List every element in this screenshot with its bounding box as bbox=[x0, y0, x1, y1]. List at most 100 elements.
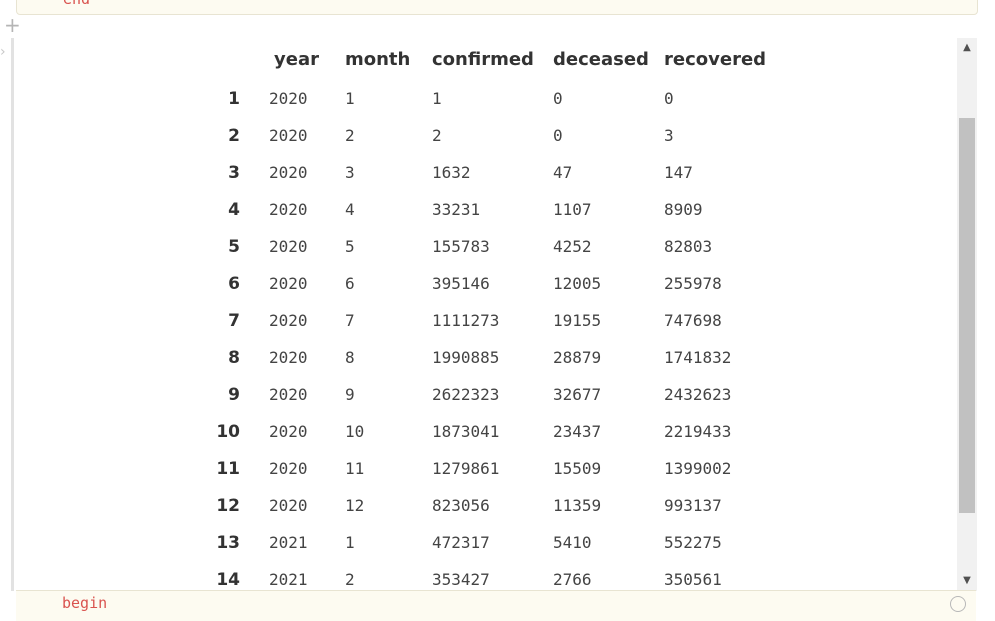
cell-confirmed: 155783 bbox=[432, 237, 490, 256]
cell-year: 2020 bbox=[269, 496, 308, 515]
cell-year: 2020 bbox=[269, 459, 308, 478]
code-text: end bbox=[63, 0, 90, 8]
row-index: 2 bbox=[228, 125, 240, 146]
cell-recovered: 0 bbox=[664, 89, 674, 108]
table-row: 9 2020 9 2622323 32677 2432623 bbox=[215, 376, 774, 413]
cell-month: 5 bbox=[345, 237, 355, 256]
cell-gutter-bar bbox=[11, 38, 14, 591]
triangle-down-icon[interactable]: ▼ bbox=[963, 575, 971, 586]
cell-year: 2021 bbox=[269, 533, 308, 552]
cell-confirmed: 2622323 bbox=[432, 385, 500, 404]
cell-deceased: 15509 bbox=[553, 459, 602, 478]
cell-deceased: 0 bbox=[553, 89, 563, 108]
cell-recovered: 8909 bbox=[664, 200, 703, 219]
cell-year: 2020 bbox=[269, 274, 308, 293]
table-row: 7 2020 7 1111273 19155 747698 bbox=[215, 302, 774, 339]
cell-year: 2020 bbox=[269, 385, 308, 404]
cell-year: 2020 bbox=[269, 163, 308, 182]
cell-deceased: 47 bbox=[553, 163, 573, 182]
table-row: 4 2020 4 33231 1107 8909 bbox=[215, 191, 774, 228]
triangle-up-icon[interactable]: ▲ bbox=[963, 42, 971, 53]
scrollbar-thumb[interactable] bbox=[959, 118, 975, 513]
cell-month: 12 bbox=[345, 496, 365, 515]
cell-recovered: 747698 bbox=[664, 311, 722, 330]
cell-deceased: 12005 bbox=[553, 274, 602, 293]
cell-recovered: 350561 bbox=[664, 570, 722, 589]
cell-month: 8 bbox=[345, 348, 355, 367]
cell-confirmed: 1 bbox=[432, 89, 442, 108]
dataframe-table: year month confirmed deceased recovered … bbox=[215, 38, 774, 591]
cell-confirmed: 823056 bbox=[432, 496, 490, 515]
cell-confirmed: 1279861 bbox=[432, 459, 500, 478]
cell-year: 2020 bbox=[269, 89, 308, 108]
cell-month: 2 bbox=[345, 570, 355, 589]
table-row: 3 2020 3 1632 47 147 bbox=[215, 154, 774, 191]
row-index: 8 bbox=[228, 347, 240, 368]
cell-recovered: 2219433 bbox=[664, 422, 732, 441]
column-header-month: month bbox=[345, 48, 411, 70]
plus-icon[interactable]: + bbox=[4, 13, 21, 37]
cell-status-icon bbox=[950, 596, 966, 612]
cell-month: 9 bbox=[345, 385, 355, 404]
cell-confirmed: 1111273 bbox=[432, 311, 500, 330]
row-index: 1 bbox=[228, 88, 240, 109]
column-header-deceased: deceased bbox=[553, 48, 649, 70]
vertical-scrollbar[interactable]: ▲ ▼ bbox=[957, 38, 977, 591]
output-area: year month confirmed deceased recovered … bbox=[17, 38, 957, 591]
cell-recovered: 552275 bbox=[664, 533, 722, 552]
cell-month: 1 bbox=[345, 89, 355, 108]
cell-recovered: 1741832 bbox=[664, 348, 732, 367]
cell-deceased: 2766 bbox=[553, 570, 592, 589]
cell-deceased: 0 bbox=[553, 126, 563, 145]
cell-month: 10 bbox=[345, 422, 365, 441]
chevron-right-icon[interactable]: › bbox=[0, 44, 6, 60]
cell-month: 2 bbox=[345, 126, 355, 145]
cell-month: 3 bbox=[345, 163, 355, 182]
cell-deceased: 5410 bbox=[553, 533, 592, 552]
next-code-cell[interactable]: begin bbox=[16, 590, 976, 621]
table-row: 5 2020 5 155783 4252 82803 bbox=[215, 228, 774, 265]
table-row: 14 2021 2 353427 2766 350561 bbox=[215, 561, 774, 591]
row-index: 7 bbox=[228, 310, 240, 331]
cell-year: 2020 bbox=[269, 311, 308, 330]
table-row: 10 2020 10 1873041 23437 2219433 bbox=[215, 413, 774, 450]
cell-recovered: 255978 bbox=[664, 274, 722, 293]
cell-confirmed: 353427 bbox=[432, 570, 490, 589]
row-index: 6 bbox=[228, 273, 240, 294]
cell-recovered: 1399002 bbox=[664, 459, 732, 478]
cell-recovered: 82803 bbox=[664, 237, 713, 256]
table-row: 13 2021 1 472317 5410 552275 bbox=[215, 524, 774, 561]
cell-month: 4 bbox=[345, 200, 355, 219]
table-row: 6 2020 6 395146 12005 255978 bbox=[215, 265, 774, 302]
cell-year: 2020 bbox=[269, 422, 308, 441]
table-row: 12 2020 12 823056 11359 993137 bbox=[215, 487, 774, 524]
row-index: 12 bbox=[216, 495, 240, 516]
cell-deceased: 11359 bbox=[553, 496, 602, 515]
row-index: 3 bbox=[228, 162, 240, 183]
cell-month: 6 bbox=[345, 274, 355, 293]
cell-deceased: 1107 bbox=[553, 200, 592, 219]
cell-recovered: 147 bbox=[664, 163, 693, 182]
column-header-confirmed: confirmed bbox=[432, 48, 534, 70]
row-index: 10 bbox=[216, 421, 240, 442]
table-row: 11 2020 11 1279861 15509 1399002 bbox=[215, 450, 774, 487]
cell-year: 2020 bbox=[269, 126, 308, 145]
cell-confirmed: 1990885 bbox=[432, 348, 500, 367]
row-index: 9 bbox=[228, 384, 240, 405]
table-header-row: year month confirmed deceased recovered bbox=[215, 38, 774, 80]
row-index: 14 bbox=[216, 569, 240, 590]
cell-confirmed: 395146 bbox=[432, 274, 490, 293]
cell-confirmed: 472317 bbox=[432, 533, 490, 552]
cell-deceased: 19155 bbox=[553, 311, 602, 330]
cell-deceased: 28879 bbox=[553, 348, 602, 367]
table-row: 2 2020 2 2 0 3 bbox=[215, 117, 774, 154]
cell-year: 2020 bbox=[269, 348, 308, 367]
row-index: 11 bbox=[216, 458, 240, 479]
cell-month: 1 bbox=[345, 533, 355, 552]
previous-code-cell[interactable]: end bbox=[16, 0, 978, 15]
column-header-recovered: recovered bbox=[664, 48, 767, 70]
cell-confirmed: 33231 bbox=[432, 200, 481, 219]
cell-confirmed: 2 bbox=[432, 126, 442, 145]
table-row: 1 2020 1 1 0 0 bbox=[215, 80, 774, 117]
cell-recovered: 2432623 bbox=[664, 385, 732, 404]
